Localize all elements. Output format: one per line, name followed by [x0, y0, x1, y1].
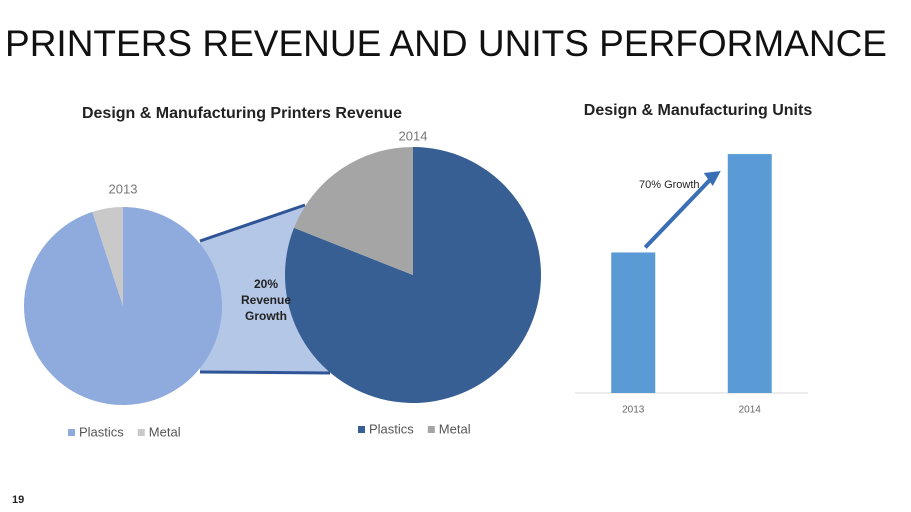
page-number: 19 — [12, 494, 24, 506]
legend-swatch — [358, 426, 365, 433]
pie-label: 2013 — [109, 181, 138, 196]
pie-slice — [293, 147, 413, 275]
plot: 2013 Plastics Metal 2014 Plastics Metal 2013 20… — [24, 128, 808, 439]
growth-arrow — [643, 177, 713, 249]
annotation: 20% — [254, 277, 278, 291]
legend-swatch — [137, 429, 145, 436]
legend-swatch — [68, 429, 75, 436]
annotation: 70% Growth — [639, 179, 700, 191]
x-tick-label: 2014 — [739, 405, 762, 416]
pie-slice — [92, 207, 123, 306]
annotation: Revenue — [241, 293, 291, 307]
x-tick-label: 2013 — [622, 405, 645, 416]
annotation: Growth — [245, 309, 287, 323]
chart-title: Design & Manufacturing Printers Revenue — [82, 105, 402, 122]
slide-title: PRINTERS REVENUE AND UNITS PERFORMANCE — [5, 23, 887, 64]
bar — [727, 154, 772, 393]
chart-title: Design & Manufacturing Units — [584, 102, 813, 119]
connector-edge — [199, 203, 306, 243]
legend-label: Metal — [439, 421, 471, 436]
pie-slice — [285, 147, 542, 403]
connector-edge — [199, 370, 331, 375]
legend-label: Metal — [149, 424, 181, 439]
legend-label: Plastics — [79, 424, 124, 439]
legend-label: Plastics — [369, 421, 414, 436]
pie-label: 2014 — [399, 128, 428, 143]
bar — [611, 252, 656, 393]
pie-slice — [24, 207, 223, 405]
legend-swatch — [427, 426, 435, 433]
growth-arrowhead — [703, 171, 721, 187]
